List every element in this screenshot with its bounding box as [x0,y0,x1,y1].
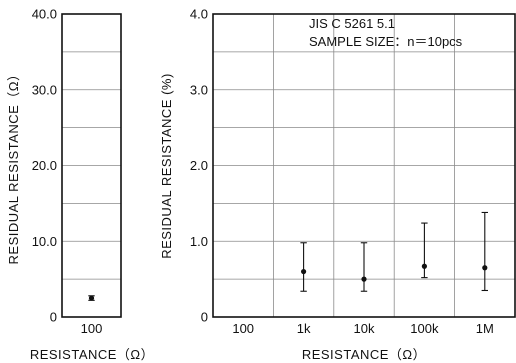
right-data-point [361,276,367,282]
left-grid [62,51,121,280]
right-y-tick-label: 2.0 [190,158,208,173]
right-y-tick-label: 4.0 [190,7,208,22]
left-y-tick-label: 0 [50,310,57,325]
left-y-tick-label: 40.0 [32,7,57,22]
right-x-tick-label: 1M [476,321,494,336]
right-data-point [482,265,488,271]
right-y-ticks: 0 1.0 2.0 3.0 4.0 [190,7,208,325]
right-x-tick-label: 100 [232,321,254,336]
right-chart: 100 1k 10k 100k 1M 0 1.0 2.0 3.0 4.0 [190,7,516,336]
annotation-standard: JIS C 5261 5.1 [309,16,395,31]
left-y-ticks: 0 10.0 20.0 30.0 40.0 [32,7,57,325]
right-x-tick-label: 100k [410,321,439,336]
right-x-axis-label: RESISTANCE（Ω） [302,347,426,362]
left-chart: 100 0 10.0 20.0 30.0 40.0 [32,7,122,336]
right-y-tick-label: 1.0 [190,234,208,249]
right-grid [213,14,515,317]
left-y-tick-label: 30.0 [32,82,57,97]
right-data-point [421,263,427,269]
left-y-tick-label: 10.0 [32,234,57,249]
right-plot-frame [212,13,516,318]
right-x-tick-label: 10k [354,321,375,336]
left-plot-frame [61,13,122,318]
left-y-axis-label: RESIDUAL RESISTANCE（Ω） [6,68,21,265]
left-data-marks [88,295,95,301]
right-y-tick-label: 3.0 [190,82,208,97]
right-x-tick-label: 1k [297,321,311,336]
left-y-tick-label: 20.0 [32,158,57,173]
left-data-point [88,295,95,301]
left-x-tick-label: 100 [81,321,103,336]
right-y-axis-label: RESIDUAL RESISTANCE (%) [159,73,174,259]
right-y-tick-label: 0 [201,310,208,325]
right-data-marks [300,211,488,292]
left-x-axis-label: RESISTANCE（Ω） [30,347,154,362]
right-data-point [301,268,307,275]
right-x-ticks: 100 1k 10k 100k 1M [232,321,493,336]
annotation-sample-size: SAMPLE SIZE：n＝10pcs [309,34,463,49]
left-x-ticks: 100 [81,321,103,336]
